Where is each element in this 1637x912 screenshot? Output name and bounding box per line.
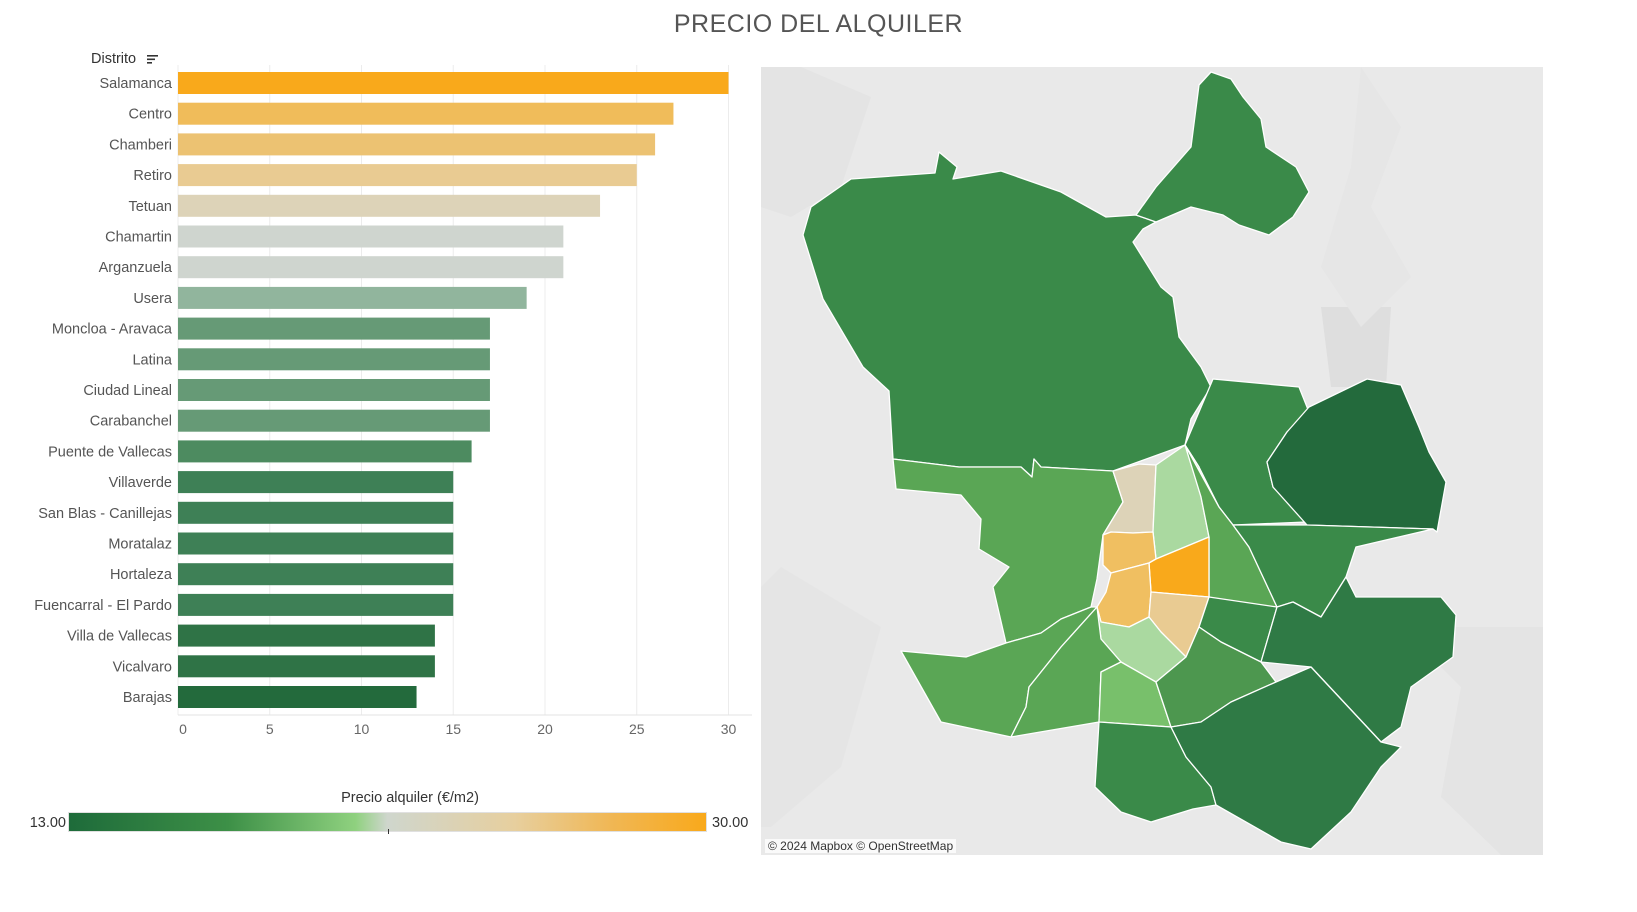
map-svg [761, 67, 1543, 855]
bar-salamanca[interactable] [178, 72, 729, 94]
category-label: Chamartin [105, 230, 172, 246]
category-label: Tetuan [128, 199, 172, 215]
bar-villa-de-vallecas[interactable] [178, 624, 435, 647]
bar-latina[interactable] [178, 348, 490, 371]
map-district-fuencarral-north [1135, 71, 1310, 236]
category-label: Salamanca [99, 76, 172, 92]
x-tick-label: 0 [179, 721, 187, 737]
category-label: Carabanchel [90, 414, 172, 430]
category-label: Fuencarral - El Pardo [34, 598, 172, 614]
map-district-fuencarral-el-pardo [802, 151, 1212, 478]
category-label: Barajas [123, 690, 172, 706]
bar-ciudad-lineal[interactable] [178, 379, 490, 401]
sort-icon[interactable] [147, 55, 158, 64]
category-label: Usera [133, 291, 173, 307]
category-header: Distrito [91, 51, 136, 67]
bar-barajas[interactable] [178, 686, 417, 708]
bar-usera[interactable] [178, 286, 527, 309]
bar-puente-de-vallecas[interactable] [178, 440, 472, 463]
x-axis-ticks: 0 5 10 15 20 25 30 [179, 721, 736, 737]
category-label: Vicalvaro [113, 659, 172, 675]
bar-centro[interactable] [178, 102, 674, 125]
bar-chamberi[interactable] [178, 133, 656, 156]
bar-san-blas-canillejas[interactable] [178, 501, 454, 524]
bar-fuencarral-el-pardo[interactable] [178, 593, 454, 616]
bar-chamartin[interactable] [178, 225, 564, 248]
legend-title: Precio alquiler (€/m2) [341, 790, 479, 806]
x-tick-label: 30 [721, 721, 737, 737]
x-tick-label: 15 [445, 721, 461, 737]
bar-retiro[interactable] [178, 164, 637, 187]
bar-moncloa-aravaca[interactable] [178, 317, 490, 340]
bar-tetuan[interactable] [178, 194, 601, 217]
category-label: Latina [132, 352, 172, 368]
category-label: San Blas - Canillejas [38, 506, 172, 522]
category-label: Moratalaz [108, 537, 172, 553]
bar-arganzuela[interactable] [178, 256, 564, 279]
bar-vicalvaro[interactable] [178, 655, 435, 678]
category-label: Centro [128, 107, 172, 123]
map-district-villa-vallecas [1170, 666, 1402, 850]
map-attribution: © 2024 Mapbox © OpenStreetMap [765, 839, 957, 853]
category-label: Chamberi [109, 137, 172, 153]
x-tick-label: 25 [629, 721, 645, 737]
category-label: Villaverde [109, 475, 172, 491]
x-tick-label: 20 [537, 721, 553, 737]
legend-mid-tick [388, 829, 389, 834]
bar-chart: Salamanca Centro Chamberi Retiro Tetuan Chama… [34, 51, 752, 737]
page-title: PRECIO DEL ALQUILER [673, 10, 964, 38]
category-label: Hortaleza [110, 567, 173, 583]
category-labels: Salamanca Centro Chamberi Retiro Tetuan Chama… [34, 76, 173, 706]
district-map[interactable]: © 2024 Mapbox © OpenStreetMap [761, 67, 1543, 855]
legend-max-label: 30.00 [712, 815, 749, 831]
category-label: Arganzuela [99, 260, 173, 276]
category-label: Moncloa - Aravaca [52, 322, 173, 338]
category-label: Retiro [133, 168, 172, 184]
category-label: Puente de Vallecas [48, 444, 172, 460]
legend-min-label: 13.00 [29, 815, 66, 831]
x-tick-label: 10 [354, 721, 370, 737]
bar-villaverde[interactable] [178, 471, 454, 494]
bar-carabanchel[interactable] [178, 409, 490, 432]
category-label: Villa de Vallecas [67, 629, 172, 645]
color-legend-gradient [68, 812, 707, 832]
x-tick-label: 5 [266, 721, 274, 737]
bars [178, 72, 729, 708]
bar-hortaleza[interactable] [178, 563, 454, 586]
bar-moratalaz[interactable] [178, 532, 454, 555]
category-label: Ciudad Lineal [83, 383, 172, 399]
